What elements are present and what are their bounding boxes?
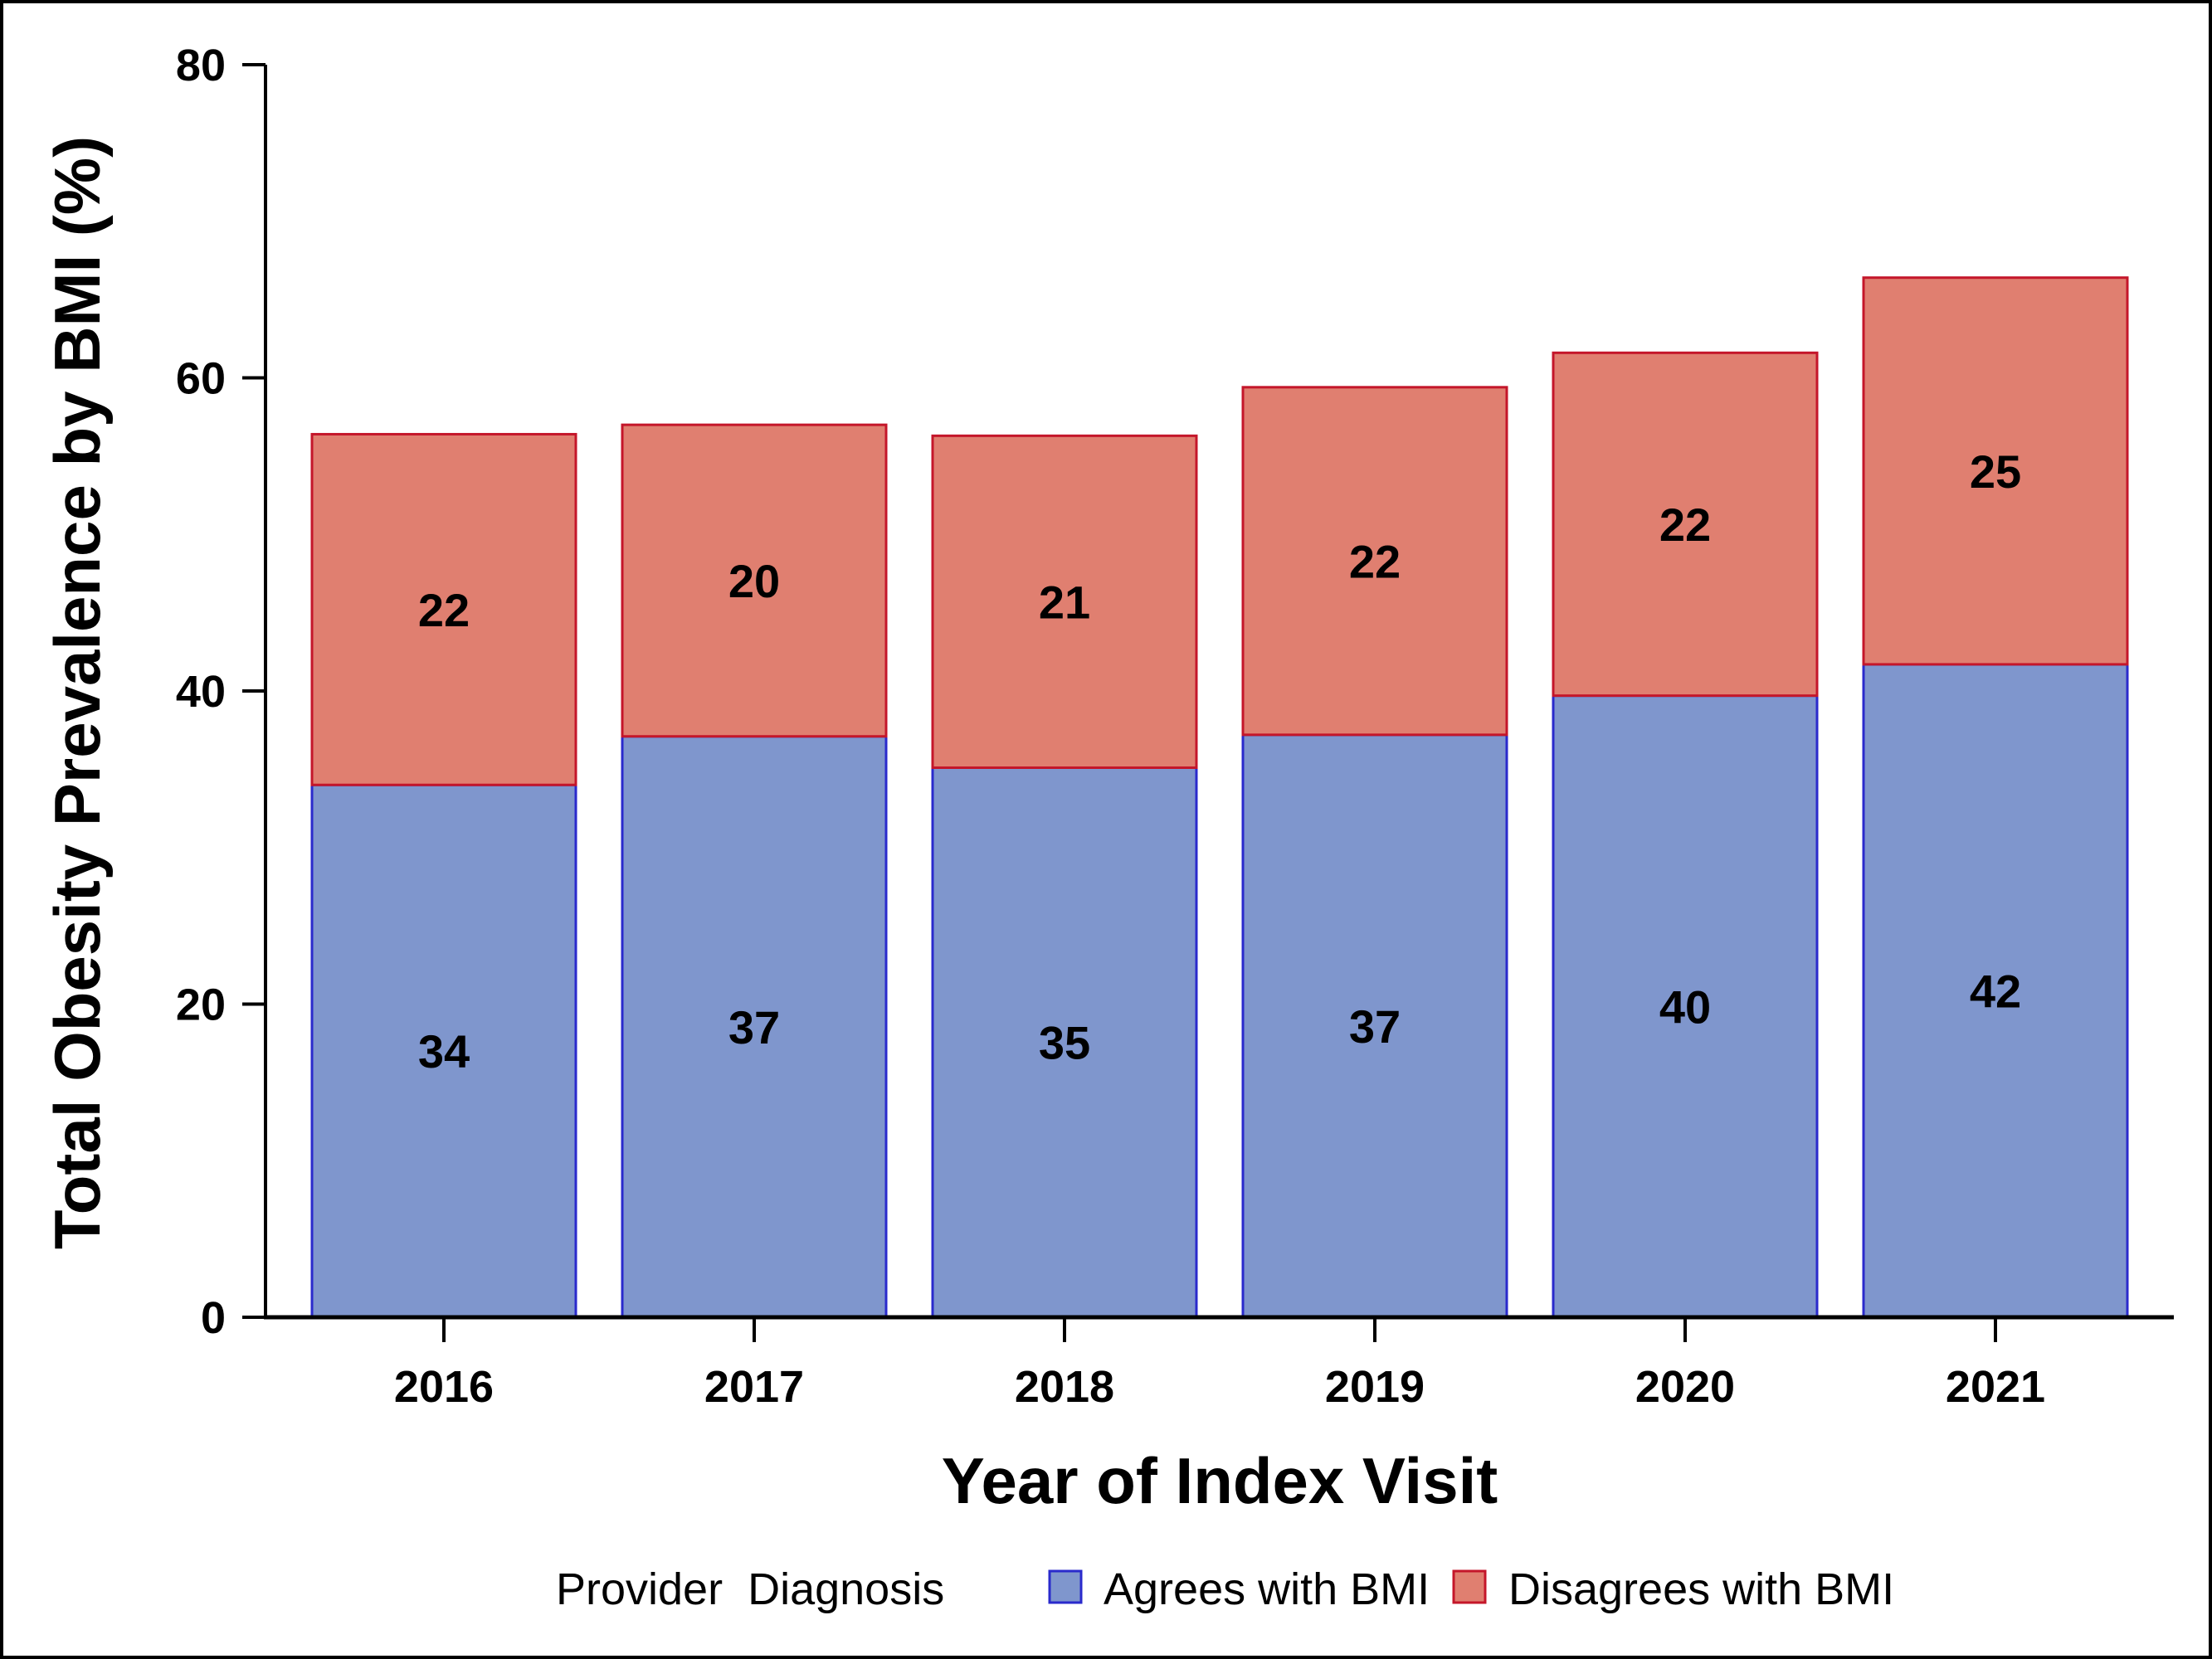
data-label-disagrees-2021: 25 bbox=[1970, 445, 2021, 498]
bar-agrees-2016 bbox=[310, 783, 577, 1319]
data-label-disagrees-2019: 22 bbox=[1349, 535, 1401, 587]
legend: Provider Diagnosis Agrees with BMI Disag… bbox=[556, 1564, 1894, 1614]
legend-swatch-disagrees bbox=[1452, 1569, 1487, 1604]
legend-label-disagrees: Disagrees with BMI bbox=[1508, 1564, 1894, 1614]
x-axis-title: Year of Index Visit bbox=[942, 1444, 1498, 1517]
data-label-disagrees-2018: 21 bbox=[1039, 576, 1090, 628]
y-axis-title: Total Obesity Prevalence by BMI (%) bbox=[41, 136, 114, 1249]
legend-swatch-agrees bbox=[1048, 1569, 1083, 1604]
data-label-agrees-2019: 37 bbox=[1349, 1000, 1401, 1053]
x-tick-label-2016: 2016 bbox=[394, 1362, 494, 1412]
bar-disagrees-2021 bbox=[1862, 276, 2129, 666]
legend-label-agrees: Agrees with BMI bbox=[1104, 1564, 1430, 1614]
bar-agrees-2018 bbox=[931, 766, 1198, 1319]
y-tick-label-60: 60 bbox=[176, 354, 226, 404]
data-label-agrees-2020: 40 bbox=[1659, 980, 1711, 1033]
x-tick-label-2019: 2019 bbox=[1325, 1362, 1425, 1412]
bar-disagrees-2016 bbox=[310, 432, 577, 786]
y-ticks-group: 0 20 40 60 80 bbox=[176, 41, 266, 1343]
y-tick-label-40: 40 bbox=[176, 667, 226, 717]
bars-group bbox=[310, 276, 2129, 1319]
legend-title: Provider Diagnosis bbox=[556, 1564, 944, 1614]
bar-agrees-2019 bbox=[1241, 733, 1508, 1319]
bar-disagrees-2020 bbox=[1552, 351, 1819, 698]
y-tick-label-80: 80 bbox=[176, 41, 226, 90]
y-tick-label-20: 20 bbox=[176, 980, 226, 1030]
data-label-disagrees-2016: 22 bbox=[418, 584, 470, 636]
bar-agrees-2021 bbox=[1862, 663, 2129, 1319]
data-label-disagrees-2017: 20 bbox=[728, 555, 780, 607]
data-label-agrees-2018: 35 bbox=[1039, 1017, 1090, 1069]
x-tick-label-2017: 2017 bbox=[704, 1362, 804, 1412]
x-ticks-group: 2016 2017 2018 2019 2020 2021 bbox=[394, 1317, 2045, 1412]
x-tick-label-2020: 2020 bbox=[1635, 1362, 1735, 1412]
bar-disagrees-2018 bbox=[931, 434, 1198, 769]
data-label-agrees-2021: 42 bbox=[1970, 965, 2021, 1017]
data-label-agrees-2016: 34 bbox=[418, 1025, 470, 1078]
data-labels-group: 34 22 37 20 35 21 37 22 40 22 42 25 bbox=[418, 445, 2021, 1078]
x-tick-label-2018: 2018 bbox=[1015, 1362, 1114, 1412]
bar-disagrees-2017 bbox=[621, 423, 888, 738]
x-tick-label-2021: 2021 bbox=[1946, 1362, 2045, 1412]
data-label-disagrees-2020: 22 bbox=[1659, 499, 1711, 551]
bar-agrees-2017 bbox=[621, 735, 888, 1319]
data-label-agrees-2017: 37 bbox=[728, 1001, 780, 1053]
y-tick-label-0: 0 bbox=[201, 1293, 226, 1343]
bar-disagrees-2019 bbox=[1241, 386, 1508, 737]
bar-agrees-2020 bbox=[1552, 694, 1819, 1319]
